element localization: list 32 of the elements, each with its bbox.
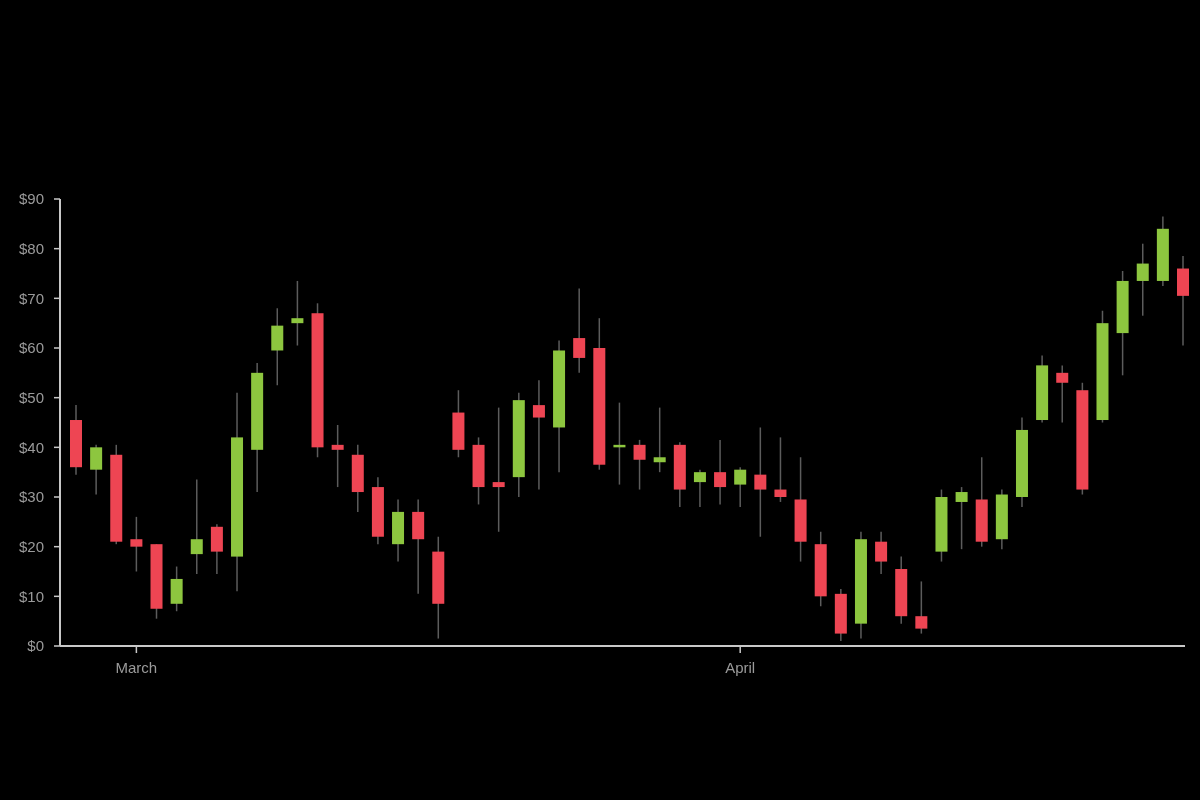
candlestick [633, 439, 646, 491]
candlestick [774, 436, 787, 503]
y-tick-label: $20 [18, 537, 44, 555]
candlestick [875, 531, 888, 575]
x-tick-label: March [115, 659, 158, 676]
candlestick [492, 406, 505, 533]
candlestick [693, 468, 706, 508]
candlestick [955, 486, 968, 550]
candlestick [714, 439, 727, 506]
y-tick-label: $10 [18, 587, 44, 605]
x-tick-label: April [725, 659, 756, 676]
y-tick-label: $50 [18, 388, 44, 406]
candlestick [1056, 364, 1069, 424]
y-tick-label: $70 [18, 289, 44, 307]
y-tick-label: $30 [18, 488, 44, 506]
y-tick-label: $0 [27, 637, 44, 655]
candlestick [331, 424, 344, 488]
candlestick [573, 287, 586, 374]
candlestick [1136, 242, 1149, 317]
candlestick [532, 379, 545, 491]
candlestick [190, 478, 203, 575]
candlestick [90, 444, 103, 496]
candlestick [754, 426, 767, 538]
y-tick-label: $60 [18, 339, 44, 357]
candlestick [291, 280, 304, 347]
y-tick-label: $80 [18, 239, 44, 257]
y-tick-label: $90 [18, 190, 44, 208]
candlestick [915, 580, 928, 635]
candlestick [130, 516, 143, 573]
y-tick-label: $40 [18, 438, 44, 456]
candlestick [734, 466, 747, 508]
candlestick [653, 406, 666, 473]
